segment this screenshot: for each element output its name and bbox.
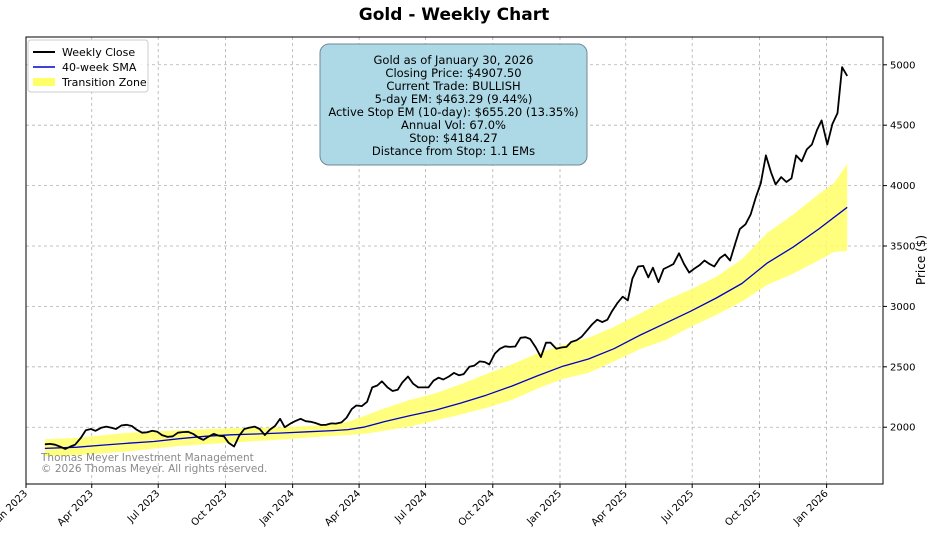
y-tick-label: 3500 (890, 242, 915, 253)
y-tick-label: 5000 (890, 60, 915, 71)
sma-40-week-line (44, 206, 848, 450)
legend: Weekly Close 40-week SMA Transition Zone (27, 39, 149, 93)
y-tick-label: 2000 (890, 423, 915, 434)
plot-frame (25, 36, 884, 485)
x-tick-label: Jul 2023 (125, 488, 162, 525)
series-group (44, 66, 848, 450)
y-tick-label: 4000 (890, 181, 915, 192)
legend-label-transition-zone: Transition Zone (61, 76, 147, 89)
x-tick-label: Oct 2024 (457, 488, 497, 528)
legend-box (27, 39, 149, 93)
info-5day-em: 5-day EM: $463.29 (9.44%) (375, 92, 533, 106)
x-tick-label: Jan 2025 (524, 488, 564, 528)
info-annotation: Gold as of January 30, 2026 Closing Pric… (319, 43, 588, 166)
y-axis-label: Price ($) (914, 235, 928, 285)
watermark-line-1: Thomas Meyer Investment Management (40, 452, 254, 464)
info-annual-vol: Annual Vol: 67.0% (401, 118, 506, 132)
y-tick-label: 3000 (890, 302, 915, 313)
x-tick-label: Jul 2024 (392, 488, 429, 525)
x-tick-label: Jan 2023 (0, 488, 30, 528)
legend-label-sma: 40-week SMA (62, 61, 137, 74)
info-closing-price: Closing Price: $4907.50 (385, 66, 521, 80)
x-tick-label: Apr 2024 (323, 488, 363, 528)
transition-zone-band (44, 163, 848, 457)
x-tick-label: Jan 2024 (257, 488, 297, 528)
x-axis-ticks: Jan 2023 Apr 2023 Jul 2023 Oct 2023 Jan 2024… (0, 484, 831, 529)
weekly-close-line (44, 66, 848, 450)
watermark-line-2: © 2026 Thomas Meyer. All rights reserved… (41, 463, 267, 475)
y-tick-label: 2500 (890, 362, 915, 373)
y-tick-label: 4500 (890, 121, 915, 132)
legend-swatch-transition-zone (33, 78, 55, 86)
legend-label-weekly-close: Weekly Close (62, 46, 135, 59)
x-tick-label: Oct 2025 (723, 488, 763, 528)
info-active-stop-em: Active Stop EM (10-day): $655.20 (13.35%… (328, 105, 578, 119)
x-tick-label: Jan 2026 (791, 488, 831, 528)
x-tick-label: Apr 2023 (56, 488, 96, 528)
x-tick-label: Jul 2025 (659, 488, 696, 525)
y-axis-ticks: 2000 2500 3000 3500 4000 4500 5000 (883, 60, 915, 434)
info-box (319, 43, 588, 166)
x-tick-label: Apr 2025 (590, 488, 630, 528)
info-date-line: Gold as of January 30, 2026 (374, 53, 534, 67)
info-stop: Stop: $4184.27 (409, 131, 498, 145)
chart-title: Gold - Weekly Chart (359, 5, 549, 25)
info-distance-from-stop: Distance from Stop: 1.1 EMs (372, 144, 535, 158)
x-tick-label: Oct 2023 (189, 488, 229, 528)
info-current-trade: Current Trade: BULLISH (386, 79, 520, 93)
transition-zone-area (44, 163, 848, 457)
